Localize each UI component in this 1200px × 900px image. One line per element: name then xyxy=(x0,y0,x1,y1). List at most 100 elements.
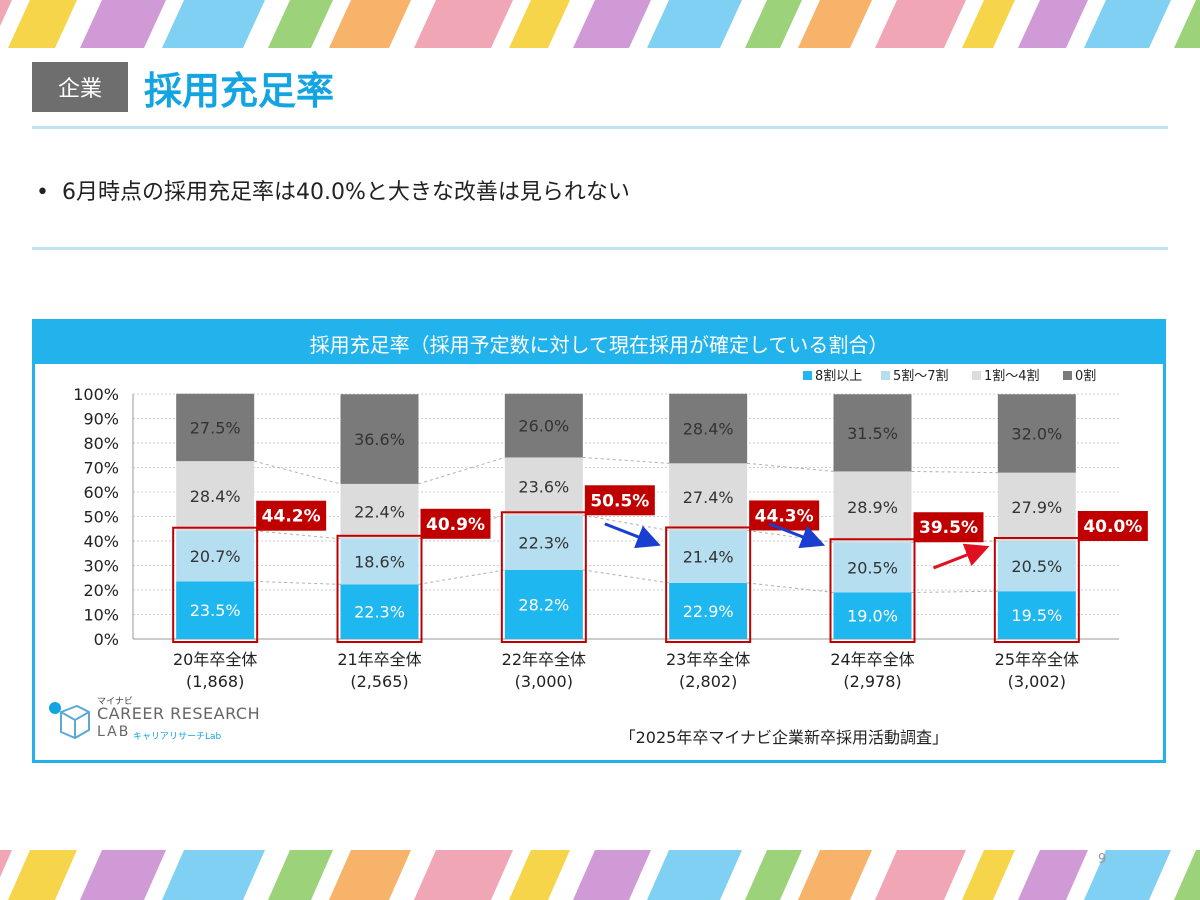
stripe xyxy=(329,0,411,48)
stripe xyxy=(962,850,1015,900)
total-badge xyxy=(1077,511,1148,541)
connector-line xyxy=(254,580,341,585)
connector-line xyxy=(254,460,341,485)
stripe xyxy=(268,0,333,48)
stripe xyxy=(647,0,742,48)
stripe xyxy=(875,0,966,48)
legend-label: 8割以上 xyxy=(815,368,862,384)
y-tick-label: 0% xyxy=(94,630,119,649)
total-highlight-box xyxy=(336,534,423,643)
data-label: 20.5% xyxy=(847,558,898,577)
x-count-label: (3,002) xyxy=(1008,672,1066,691)
stripe xyxy=(329,850,411,900)
trend-down-arrow xyxy=(604,522,661,549)
y-tick-label: 60% xyxy=(83,483,119,502)
y-tick-label: 80% xyxy=(83,434,119,453)
connector-line xyxy=(582,569,670,584)
connector-line xyxy=(582,514,670,531)
bar-segment xyxy=(340,394,419,484)
stripe xyxy=(0,850,12,878)
data-label: 23.6% xyxy=(518,477,569,496)
x-category-label: 22年卒全体 xyxy=(502,650,586,669)
top-stripe-banner xyxy=(0,0,1200,48)
bar-segment xyxy=(504,457,583,516)
stripe xyxy=(8,0,77,48)
stripe xyxy=(8,850,77,900)
stripe xyxy=(1084,0,1171,48)
bar-segment xyxy=(997,472,1076,541)
bar-segment xyxy=(833,592,912,639)
stripe xyxy=(1018,850,1088,900)
data-label: 22.3% xyxy=(518,534,569,553)
trend-up-arrow xyxy=(932,543,990,570)
connector-line xyxy=(418,456,505,485)
x-count-label: (2,978) xyxy=(843,672,901,691)
bar-segment xyxy=(669,463,748,531)
stripe xyxy=(962,0,1015,48)
y-tick-label: 100% xyxy=(73,385,119,404)
data-label: 32.0% xyxy=(1011,424,1062,443)
stripe xyxy=(509,0,570,48)
stripe xyxy=(414,850,513,900)
legend-label: 0割 xyxy=(1075,368,1096,384)
bar-segment xyxy=(176,530,255,582)
data-label: 22.4% xyxy=(354,502,405,521)
data-label: 28.2% xyxy=(518,595,569,614)
bullet-text: 6月時点の採用充足率は40.0%と大きな改善は見られない xyxy=(62,180,630,205)
stripe-pattern-top xyxy=(0,0,1200,48)
total-label: 39.5% xyxy=(919,518,978,538)
bar-segment xyxy=(340,538,419,585)
x-count-label: (2,565) xyxy=(350,672,408,691)
data-label: 20.5% xyxy=(1011,557,1062,576)
stripe xyxy=(268,850,333,900)
connector-line xyxy=(254,530,341,540)
stripe xyxy=(745,850,802,900)
bullet-point: • 6月時点の採用充足率は40.0%と大きな改善は見られない xyxy=(36,174,630,206)
legend-swatch xyxy=(881,371,890,380)
connector-line xyxy=(418,569,505,585)
data-label: 27.5% xyxy=(190,418,241,437)
stripe xyxy=(509,850,570,900)
total-badge xyxy=(913,512,984,543)
stripe xyxy=(0,0,12,27)
total-label: 44.3% xyxy=(755,506,814,526)
data-label: 36.6% xyxy=(354,430,405,449)
logo-japanese: キャリアリサーチLab xyxy=(133,732,222,742)
data-label: 21.4% xyxy=(683,548,734,567)
x-count-label: (3,000) xyxy=(515,672,573,691)
x-category-label: 25年卒全体 xyxy=(995,650,1079,669)
bar-segment xyxy=(833,542,912,593)
stripe xyxy=(1174,0,1200,48)
total-badge xyxy=(420,508,491,539)
total-label: 44.2% xyxy=(262,507,321,527)
data-label: 23.5% xyxy=(190,601,241,620)
x-category-label: 20年卒全体 xyxy=(173,650,257,669)
bar-segment xyxy=(669,393,748,464)
x-category-label: 23年卒全体 xyxy=(666,650,750,669)
data-label: 18.6% xyxy=(354,553,405,572)
stacked-bar-chart: 0% 10% 20% 30% 40% 50% 60% 70% 80% 90% 100% 8割以上 5割～… xyxy=(73,368,1148,691)
stripe xyxy=(414,0,513,48)
title-divider xyxy=(32,126,1168,129)
page-number: 9 xyxy=(1098,852,1107,867)
stripe xyxy=(1084,850,1171,900)
bar-segment xyxy=(833,394,912,472)
total-highlight-box xyxy=(500,511,587,643)
bar-segment xyxy=(833,471,912,543)
stripe xyxy=(798,850,872,900)
total-highlight-box xyxy=(993,537,1080,643)
summary-divider xyxy=(32,247,1168,250)
total-badge xyxy=(584,485,655,516)
bar-segment xyxy=(176,581,255,639)
data-label: 19.5% xyxy=(1011,606,1062,625)
connector-line xyxy=(911,590,998,593)
connector-line xyxy=(747,582,834,593)
stripe xyxy=(573,850,651,900)
connector-line xyxy=(911,470,998,474)
data-label: 22.3% xyxy=(354,603,405,622)
legend-swatch xyxy=(1063,371,1072,380)
data-label: 27.4% xyxy=(683,488,734,507)
bar-segment xyxy=(669,530,748,583)
stripe xyxy=(745,0,802,48)
y-tick-label: 10% xyxy=(83,606,119,625)
